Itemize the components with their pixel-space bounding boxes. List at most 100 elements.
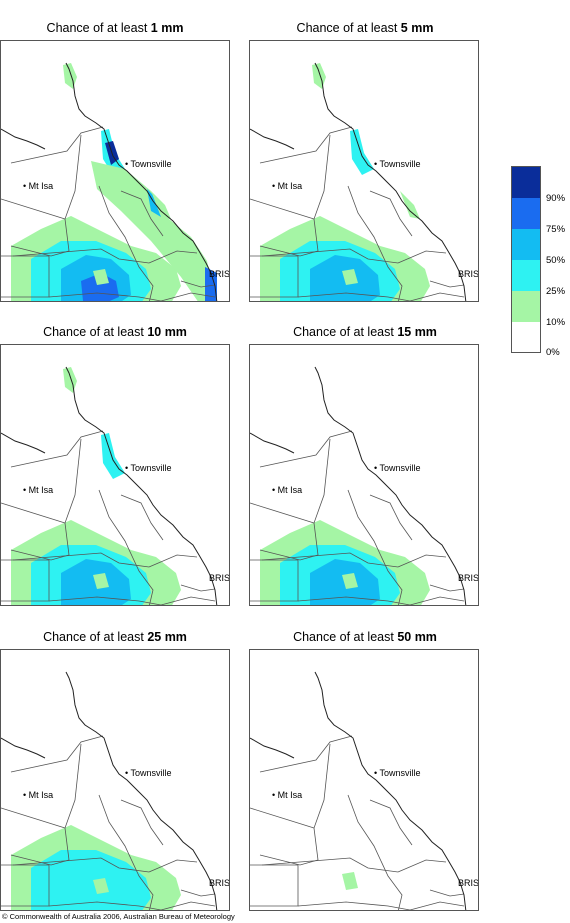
queensland-map (1, 62, 218, 301)
legend-band-50 (512, 229, 540, 260)
panel-title-1mm: Chance of at least 1 mm (46, 21, 184, 35)
district-border (12, 248, 150, 264)
probability-region (342, 269, 358, 285)
district-border (297, 596, 465, 605)
district-border (98, 489, 154, 605)
district-border (297, 901, 465, 910)
coastline (314, 366, 467, 605)
map-panel-25mm: • Townsville • Mt Isa BRIS (0, 649, 230, 911)
district-border (297, 292, 465, 301)
district-border (1, 502, 66, 524)
probability-legend (511, 166, 541, 353)
panel-title-50mm: Chance of at least 50 mm (293, 630, 437, 644)
district-border (429, 889, 465, 897)
probability-region (342, 573, 358, 589)
district-border (98, 185, 154, 301)
probability-region (342, 872, 358, 890)
panel-title-10mm: Chance of at least 10 mm (43, 325, 187, 339)
coastline (1, 128, 46, 150)
district-border (10, 126, 104, 164)
district-border (259, 126, 353, 164)
district-border (369, 494, 413, 541)
probability-region (93, 573, 109, 589)
district-border (12, 552, 150, 568)
place-label-townsville: • Townsville (374, 768, 421, 778)
district-border (259, 438, 331, 561)
district-border (1, 255, 50, 298)
district-border (1, 198, 66, 220)
place-label-mt-isa: • Mt Isa (23, 790, 54, 800)
probability-region (31, 850, 151, 910)
legend-band-75 (512, 198, 540, 229)
place-label-bris: BRIS (458, 573, 479, 583)
district-border (347, 794, 403, 910)
legend-band-90 (512, 167, 540, 198)
probability-region (93, 269, 109, 285)
place-label-mt-isa: • Mt Isa (272, 790, 303, 800)
district-border (120, 190, 164, 237)
probability-region (151, 191, 171, 219)
place-label-townsville: • Townsville (374, 463, 421, 473)
probability-region (101, 433, 125, 479)
district-border (250, 255, 299, 298)
district-border (180, 889, 216, 897)
district-border (48, 596, 216, 605)
district-border (250, 502, 315, 524)
place-label-bris: BRIS (209, 573, 230, 583)
map-panel-50mm: • Townsville • Mt Isa BRIS (249, 649, 479, 911)
district-border (1, 807, 66, 829)
district-border (10, 735, 104, 773)
legend-band-0 (512, 322, 540, 352)
legend-label-10: 10% (546, 317, 566, 328)
panel-title-25mm: Chance of at least 25 mm (43, 630, 187, 644)
legend-label-75: 75% (546, 224, 566, 235)
legend-band-10 (512, 291, 540, 322)
legend-label-50: 50% (546, 255, 566, 266)
district-border (397, 859, 447, 873)
district-border (261, 248, 399, 264)
district-border (12, 857, 150, 873)
coastline (1, 432, 46, 454)
map-panel-10mm: • Townsville • Mt Isa BRIS (0, 344, 230, 606)
panel-title-15mm: Chance of at least 15 mm (293, 325, 437, 339)
district-border (397, 554, 447, 568)
place-label-bris: BRIS (458, 269, 479, 279)
map-panel-15mm: • Townsville • Mt Isa BRIS (249, 344, 479, 606)
district-border (250, 864, 299, 907)
district-border (250, 559, 299, 602)
district-border (259, 134, 331, 257)
district-border (250, 807, 315, 829)
queensland-map (250, 671, 467, 910)
district-border (369, 190, 413, 237)
district-border (180, 280, 216, 288)
district-border (48, 292, 216, 301)
district-border (148, 859, 198, 873)
probability-region (400, 191, 420, 219)
district-border (10, 438, 82, 561)
district-border (148, 250, 198, 264)
district-border (10, 743, 82, 866)
coastline (250, 737, 295, 759)
district-border (261, 857, 399, 873)
district-border (10, 134, 82, 257)
coastline (314, 671, 467, 910)
district-border (261, 552, 399, 568)
place-label-townsville: • Townsville (374, 159, 421, 169)
coastline (314, 62, 467, 301)
place-label-mt-isa: • Mt Isa (272, 181, 303, 191)
coastline (65, 671, 218, 910)
place-label-bris: BRIS (209, 878, 230, 888)
probability-region (350, 129, 374, 175)
map-panel-1mm: • Townsville • Mt Isa BRIS (0, 40, 230, 302)
copyright-footer: © Commonwealth of Australia 2006, Austra… (2, 912, 235, 921)
place-label-mt-isa: • Mt Isa (272, 485, 303, 495)
legend-label-0: 0% (546, 347, 560, 358)
map-panel-5mm: • Townsville • Mt Isa BRIS (249, 40, 479, 302)
coastline (1, 737, 46, 759)
district-border (48, 901, 216, 910)
probability-region (91, 161, 217, 301)
legend-label-90: 90% (546, 193, 566, 204)
district-border (1, 864, 50, 907)
legend-band-25 (512, 260, 540, 291)
coastline (250, 128, 295, 150)
